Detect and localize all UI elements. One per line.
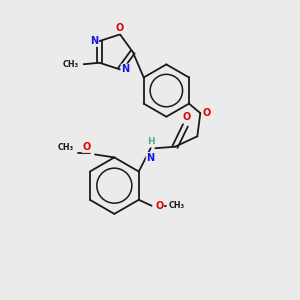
Text: CH₃: CH₃ — [62, 60, 79, 69]
Text: N: N — [90, 36, 98, 46]
Text: H: H — [147, 137, 154, 146]
Text: N: N — [122, 64, 130, 74]
Text: O: O — [82, 142, 91, 152]
Text: N: N — [147, 153, 155, 163]
Text: O: O — [203, 108, 211, 118]
Text: O: O — [155, 201, 164, 211]
Text: CH₃: CH₃ — [169, 201, 184, 210]
Text: O: O — [116, 23, 124, 33]
Text: O: O — [182, 112, 190, 122]
Text: CH₃: CH₃ — [58, 143, 74, 152]
